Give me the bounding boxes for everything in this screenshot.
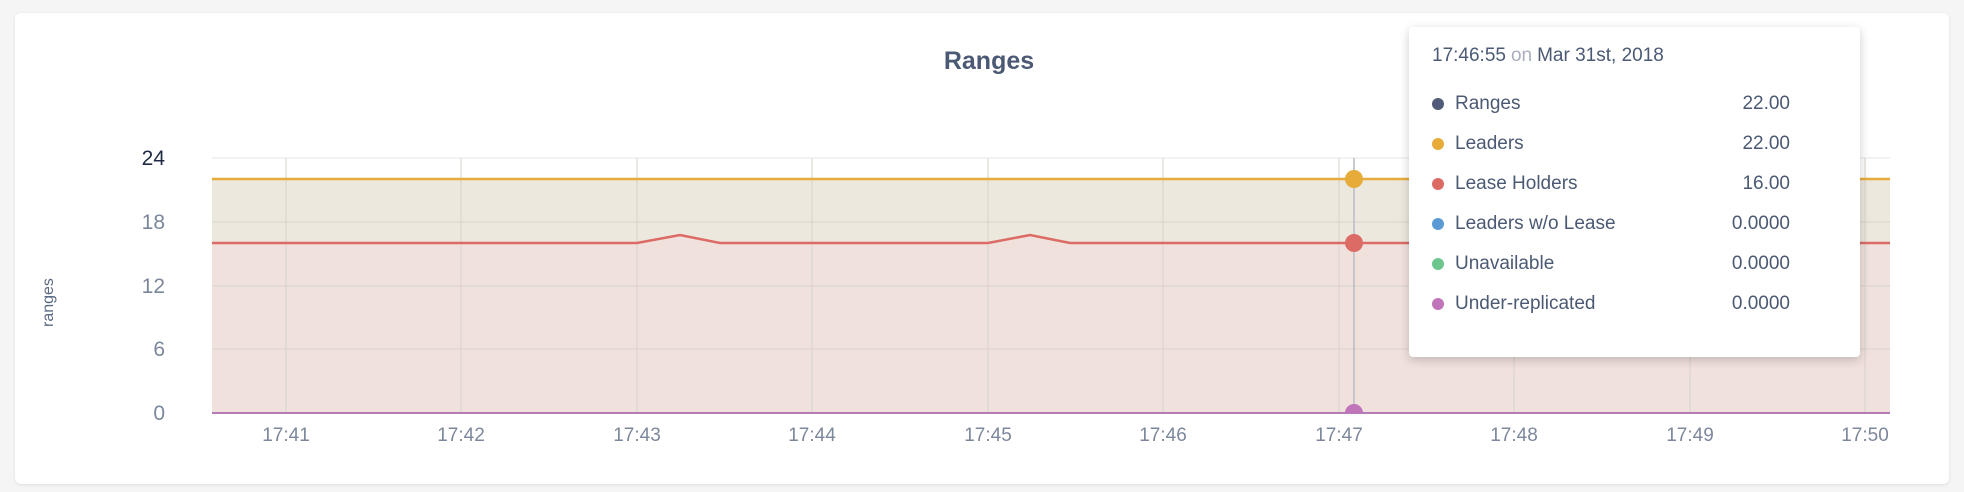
svg-text:12: 12 bbox=[142, 275, 165, 298]
svg-text:17:46: 17:46 bbox=[1139, 425, 1187, 446]
svg-text:17:49: 17:49 bbox=[1666, 425, 1714, 446]
svg-text:17:42: 17:42 bbox=[437, 425, 485, 446]
svg-text:6: 6 bbox=[153, 338, 165, 361]
svg-text:17:44: 17:44 bbox=[788, 425, 836, 446]
svg-text:24: 24 bbox=[142, 147, 166, 170]
svg-text:17:41: 17:41 bbox=[262, 425, 310, 446]
svg-text:17:43: 17:43 bbox=[613, 425, 661, 446]
svg-text:17:48: 17:48 bbox=[1490, 425, 1538, 446]
svg-text:18: 18 bbox=[142, 211, 165, 234]
svg-text:17:45: 17:45 bbox=[964, 425, 1012, 446]
svg-text:17:50: 17:50 bbox=[1841, 425, 1889, 446]
svg-text:0: 0 bbox=[153, 402, 165, 425]
svg-text:17:47: 17:47 bbox=[1315, 425, 1363, 446]
